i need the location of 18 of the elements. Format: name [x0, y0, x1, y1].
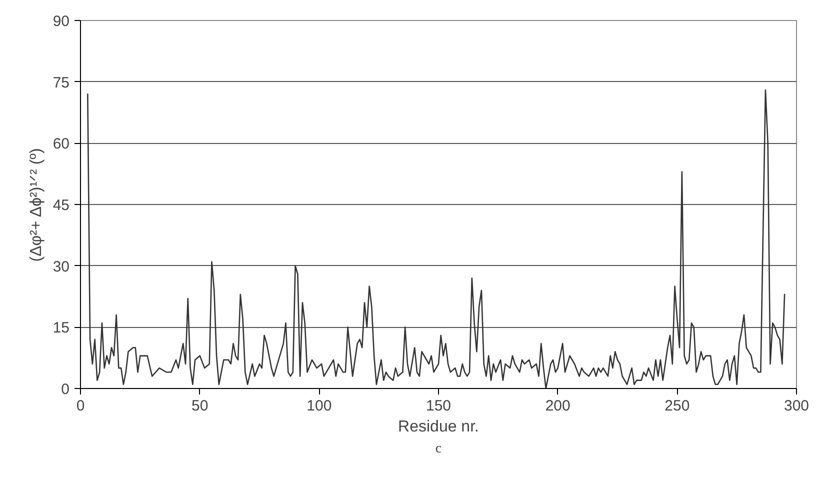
y-axis-title: (Δφ²+ Δϕ²)¹ᐟ² (º) [28, 148, 45, 262]
y-tick-label: 60 [52, 136, 70, 153]
x-tick-label: 300 [784, 398, 810, 414]
x-tick-label: 150 [426, 398, 452, 414]
y-tick-label: 15 [52, 320, 70, 337]
y-tick-label: 90 [52, 13, 70, 30]
y-tick-label: 75 [52, 74, 70, 92]
x-tick-label: 200 [545, 398, 570, 414]
y-tick-label: 0 [61, 381, 70, 398]
x-tick-label: 100 [306, 398, 332, 414]
x-tick-label: 250 [664, 398, 690, 414]
text: c [435, 442, 442, 456]
x-tick-label: 0 [76, 398, 85, 414]
line-series [87, 89, 786, 388]
y-tick-label: 45 [52, 197, 70, 214]
y-tick-label: 30 [52, 258, 70, 276]
x-tick-label: 50 [191, 398, 208, 414]
x-axis-title: Residue nr. [398, 418, 479, 436]
